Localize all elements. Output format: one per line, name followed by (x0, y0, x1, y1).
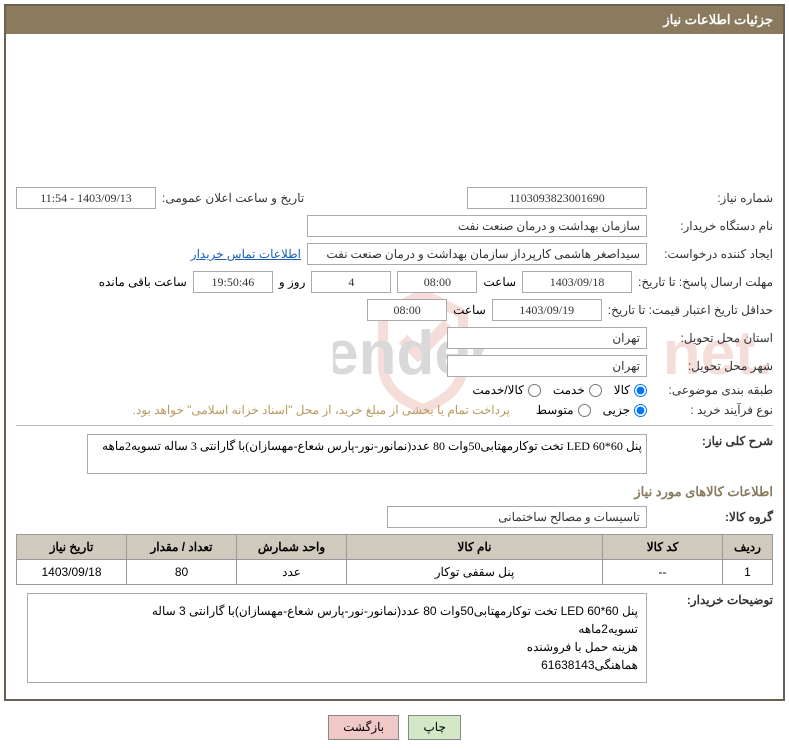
panel-header: جزئیات اطلاعات نیاز (6, 6, 783, 34)
category-label: طبقه بندی موضوعی: (653, 383, 773, 397)
row-province: استان محل تحویل: (16, 327, 773, 349)
divider-1 (16, 425, 773, 426)
radio-medium-label: متوسط (536, 403, 574, 417)
time-label-1: ساعت (483, 275, 516, 289)
province-label: استان محل تحویل: (653, 331, 773, 345)
buyer-desc-line1: پنل LED 60*60 تخت توکارمهتابی50وات 80 عد… (36, 602, 638, 620)
validity-date-input[interactable] (492, 299, 602, 321)
announce-label: تاریخ و ساعت اعلان عمومی: (162, 191, 304, 205)
city-input[interactable] (447, 355, 647, 377)
th-date: تاریخ نیاز (17, 535, 127, 560)
radio-small[interactable]: جزیی (603, 403, 647, 417)
td-code: -- (603, 560, 723, 585)
need-number-label: شماره نیاز: (653, 191, 773, 205)
requester-label: ایجاد کننده درخواست: (653, 247, 773, 261)
row-category: طبقه بندی موضوعی: کالا خدمت کالا/خدمت (16, 383, 773, 397)
back-button[interactable]: بازگشت (328, 715, 399, 740)
th-code: کد کالا (603, 535, 723, 560)
row-response-deadline: مهلت ارسال پاسخ: تا تاریخ: ساعت روز و سا… (16, 271, 773, 293)
print-button[interactable]: چاپ (408, 715, 460, 740)
radio-service-input[interactable] (589, 384, 602, 397)
requester-input[interactable] (307, 243, 647, 265)
city-label: شهر محل تحویل: (653, 359, 773, 373)
td-unit: عدد (237, 560, 347, 585)
row-requester: ایجاد کننده درخواست: اطلاعات تماس خریدار (16, 243, 773, 265)
th-qty: تعداد / مقدار (127, 535, 237, 560)
response-deadline-label: مهلت ارسال پاسخ: تا تاریخ: (638, 275, 773, 289)
td-num: 1 (723, 560, 773, 585)
content-area: AriaTender .net شماره نیاز: تاریخ و ساعت… (6, 34, 783, 699)
goods-group-label: گروه کالا: (653, 510, 773, 524)
radio-service-label: خدمت (553, 383, 585, 397)
announce-input[interactable] (16, 187, 156, 209)
row-description: شرح کلی نیاز: (16, 434, 773, 474)
row-buyer-desc: توضیحات خریدار: پنل LED 60*60 تخت توکارم… (16, 593, 773, 683)
goods-group-input[interactable] (387, 506, 647, 528)
td-date: 1403/09/18 (17, 560, 127, 585)
need-number-input[interactable] (467, 187, 647, 209)
radio-service[interactable]: خدمت (553, 383, 602, 397)
main-panel: جزئیات اطلاعات نیاز AriaTender .net شمار… (4, 4, 785, 701)
th-name: نام کالا (347, 535, 603, 560)
category-radio-group: کالا خدمت کالا/خدمت (472, 383, 647, 397)
province-input[interactable] (447, 327, 647, 349)
validity-time-input[interactable] (367, 299, 447, 321)
td-qty: 80 (127, 560, 237, 585)
buyer-org-label: نام دستگاه خریدار: (653, 219, 773, 233)
desc-textarea[interactable] (87, 434, 647, 474)
items-table: ردیف کد کالا نام کالا واحد شمارش تعداد /… (16, 534, 773, 585)
response-date-input[interactable] (522, 271, 632, 293)
items-section-title: اطلاعات کالاهای مورد نیاز (16, 484, 773, 500)
table-row: 1 -- پنل سقفی توکار عدد 80 1403/09/18 (17, 560, 773, 585)
payment-note: پرداخت تمام یا بخشی از مبلغ خرید، از محل… (133, 403, 510, 417)
buyer-desc-box: پنل LED 60*60 تخت توکارمهتابی50وات 80 عد… (27, 593, 647, 683)
row-buyer-org: نام دستگاه خریدار: (16, 215, 773, 237)
th-row: ردیف (723, 535, 773, 560)
button-row: چاپ بازگشت (0, 705, 789, 750)
desc-label: شرح کلی نیاز: (653, 434, 773, 448)
radio-medium-input[interactable] (578, 404, 591, 417)
buyer-org-input[interactable] (307, 215, 647, 237)
row-min-validity: حداقل تاریخ اعتبار قیمت: تا تاریخ: ساعت (16, 299, 773, 321)
radio-goods[interactable]: کالا (614, 383, 647, 397)
row-goods-group: گروه کالا: (16, 506, 773, 528)
response-time-input[interactable] (397, 271, 477, 293)
td-name: پنل سقفی توکار (347, 560, 603, 585)
th-unit: واحد شمارش (237, 535, 347, 560)
min-validity-label: حداقل تاریخ اعتبار قیمت: تا تاریخ: (608, 303, 773, 317)
days-input[interactable] (311, 271, 391, 293)
days-label: روز و (279, 275, 306, 289)
radio-goods-input[interactable] (634, 384, 647, 397)
table-header-row: ردیف کد کالا نام کالا واحد شمارش تعداد /… (17, 535, 773, 560)
radio-medium[interactable]: متوسط (536, 403, 591, 417)
purchase-type-label: نوع فرآیند خرید : (653, 403, 773, 417)
row-need-number: شماره نیاز: تاریخ و ساعت اعلان عمومی: (16, 187, 773, 209)
radio-small-input[interactable] (634, 404, 647, 417)
radio-goods-service[interactable]: کالا/خدمت (472, 383, 540, 397)
time-label-2: ساعت (453, 303, 486, 317)
row-city: شهر محل تحویل: (16, 355, 773, 377)
remaining-time-input[interactable] (193, 271, 273, 293)
buyer-desc-line4: هماهنگی61638143 (36, 656, 638, 674)
radio-goods-service-label: کالا/خدمت (472, 383, 523, 397)
purchase-type-radio-group: جزیی متوسط (536, 403, 647, 417)
radio-goods-service-input[interactable] (528, 384, 541, 397)
buyer-desc-line3: هزینه حمل با فروشنده (36, 638, 638, 656)
contact-link[interactable]: اطلاعات تماس خریدار (191, 247, 301, 261)
buyer-desc-label: توضیحات خریدار: (653, 593, 773, 607)
radio-small-label: جزیی (603, 403, 630, 417)
buyer-desc-line2: تسویه2ماهه (36, 620, 638, 638)
panel-title: جزئیات اطلاعات نیاز (663, 12, 773, 27)
row-purchase-type: نوع فرآیند خرید : جزیی متوسط پرداخت تمام… (16, 403, 773, 417)
remaining-label: ساعت باقی مانده (99, 275, 187, 289)
radio-goods-label: کالا (614, 383, 630, 397)
